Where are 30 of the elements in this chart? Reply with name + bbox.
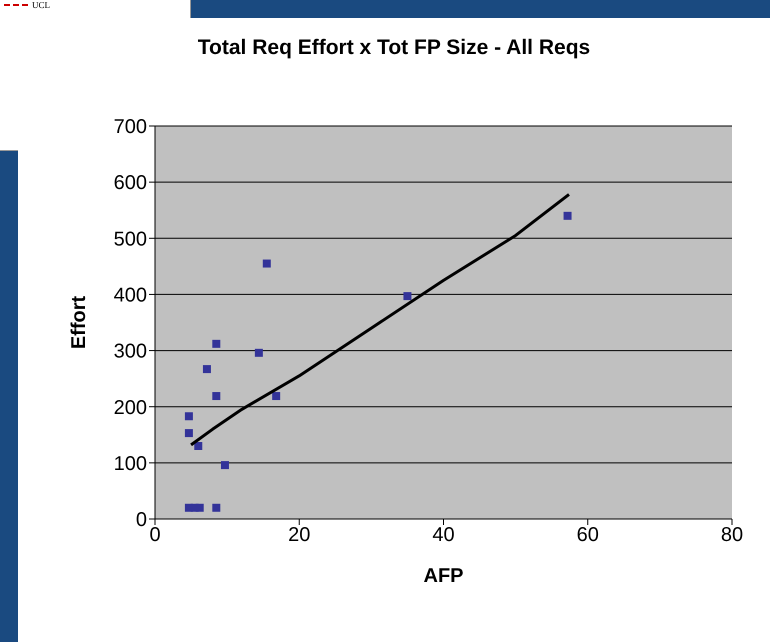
point — [212, 504, 220, 512]
y-tick-label: 700 — [114, 116, 147, 138]
y-axis-title: Effort — [68, 296, 90, 350]
x-tick-label: 60 — [576, 524, 599, 546]
x-axis-title: AFP — [424, 565, 464, 587]
point — [403, 292, 412, 300]
y-tick-label: 300 — [114, 340, 147, 363]
x-tick-label: 80 — [720, 524, 744, 546]
y-tick-label: 0 — [136, 509, 147, 532]
point — [184, 429, 193, 438]
y-tick-label: 600 — [114, 172, 147, 194]
y-tick-label: 100 — [114, 452, 147, 475]
point — [564, 212, 572, 220]
point — [212, 392, 220, 400]
point — [254, 348, 263, 357]
chart-title: Total Req Effort x Tot FP Size - All Reqs — [196, 36, 592, 60]
y-tick-label: 400 — [114, 284, 147, 307]
point — [212, 340, 220, 348]
x-tick-label: 40 — [432, 524, 455, 546]
point — [196, 504, 204, 512]
y-tick-label: 500 — [114, 228, 147, 250]
point — [262, 260, 271, 268]
x-tick-label: 0 — [149, 524, 161, 546]
point — [220, 461, 229, 470]
point — [184, 412, 193, 420]
point — [202, 365, 211, 374]
point — [194, 442, 202, 450]
point — [272, 392, 280, 400]
x-tick-label: 20 — [288, 524, 310, 546]
y-tick-label: 200 — [114, 396, 147, 419]
